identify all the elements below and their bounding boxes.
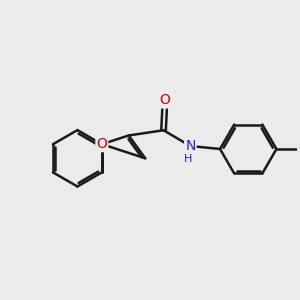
Text: O: O (96, 137, 107, 151)
Text: O: O (160, 93, 170, 107)
Text: H: H (184, 154, 193, 164)
Text: N: N (185, 139, 196, 153)
